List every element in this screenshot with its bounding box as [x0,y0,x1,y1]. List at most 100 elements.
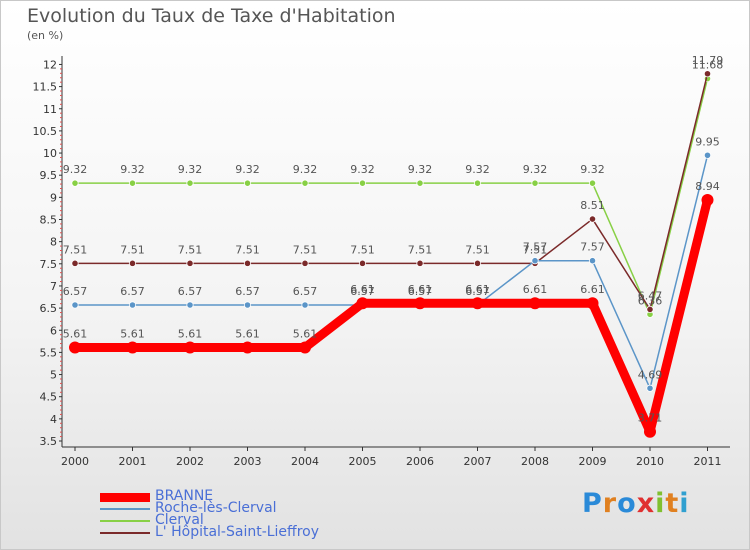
x-tick-label: 2006 [406,455,434,468]
data-label: 5.61 [63,328,88,341]
data-label: 9.32 [178,163,203,176]
data-label: 5.61 [235,328,260,341]
y-tick-label: 8 [50,236,57,249]
y-tick-label: 10.5 [33,125,58,138]
data-label: 9.32 [235,163,260,176]
data-point [71,179,79,187]
data-label: 6.57 [235,285,260,298]
y-tick-label: 8.5 [40,214,58,227]
data-label: 5.61 [120,328,145,341]
data-label: 7.57 [580,241,605,254]
data-label: 7.51 [293,243,318,256]
data-point [71,259,79,267]
data-label: 7.51 [350,243,375,256]
y-tick-label: 4.5 [40,391,58,404]
data-label: 5.61 [178,328,203,341]
x-tick-label: 2000 [61,455,89,468]
data-point [69,341,81,354]
legend-label: Roche-lès-Clerval [155,500,277,516]
x-tick-label: 2001 [119,455,147,468]
data-label: 6.57 [178,285,203,298]
data-label: 11.68 [692,59,724,72]
data-label: 4.69 [638,368,663,381]
data-label: 9.32 [523,163,548,176]
chart-title: Evolution du Taux de Taxe d'Habitation [27,5,396,27]
data-label: 6.57 [63,285,88,298]
y-tick-label: 5.5 [40,346,58,359]
x-tick-label: 2007 [464,455,492,468]
data-point [186,259,194,267]
data-point [299,341,311,354]
data-point [473,259,482,267]
data-point [301,259,309,267]
legend-item: Roche-lès-Clerval [100,500,420,518]
data-label: 6.61 [523,283,548,296]
data-label: 9.32 [465,163,490,176]
x-tick-label: 2010 [636,455,664,468]
y-axis-label: (en %) [27,29,64,42]
logo-letter: o [617,488,637,519]
proxiti-logo: Proxiti [582,488,690,519]
data-point [588,257,597,265]
data-point [71,301,79,309]
data-label: 6.61 [350,283,375,296]
data-point [358,179,367,187]
data-point [186,179,194,187]
series-line-2 [74,77,709,316]
data-point [471,297,484,310]
data-point [243,259,252,267]
data-label: 7.51 [235,243,260,256]
legend-swatch [100,492,150,502]
y-tick-label: 6.5 [40,302,58,315]
data-label: 6.57 [293,285,318,298]
x-tick-label: 2009 [579,455,607,468]
data-point [646,305,654,314]
y-tick-label: 3.5 [40,435,58,448]
data-point [703,151,712,159]
data-point [241,341,254,354]
logo-letter: r [602,488,618,519]
data-point [473,179,482,187]
series-line-3 [74,73,709,311]
data-point [416,259,424,267]
logo-letter: t [665,488,680,519]
logo-letter: P [582,488,603,519]
data-label: 9.95 [695,135,720,148]
data-label: 7.51 [523,243,548,256]
data-point [703,70,712,78]
data-point [529,297,541,310]
data-label: 11.79 [692,54,724,67]
logo-letter: i [655,488,666,519]
data-point [416,179,424,187]
y-tick-label: 12 [43,58,57,71]
data-point [126,341,139,354]
data-point [356,297,369,310]
x-tick-label: 2008 [521,455,549,468]
data-label: 8.51 [580,199,605,212]
data-point [358,259,367,267]
data-label: 6.61 [580,283,605,296]
data-label: 6.57 [465,285,490,298]
data-point [644,425,656,438]
legend-item: Clerval [100,512,420,530]
data-label: 9.32 [120,163,145,176]
data-label: 8.94 [695,180,720,193]
legend-item: BRANNE [100,488,420,506]
y-tick-label: 5 [50,369,57,382]
data-point [301,301,309,309]
data-label: 6.57 [120,285,145,298]
y-tick-label: 4 [50,413,57,426]
data-label: 7.51 [178,243,203,256]
x-tick-label: 2003 [234,455,262,468]
data-point [128,259,137,267]
data-label: 3.71 [638,412,663,425]
legend-label: L' Hôpital-Saint-Lieffroy [155,524,319,540]
data-label: 6.47 [638,289,663,302]
data-label: 6.57 [350,285,375,298]
data-label: 6.36 [638,294,663,307]
legend-label: Clerval [155,512,204,528]
y-tick-label: 9.5 [40,169,58,182]
data-label: 7.51 [63,243,88,256]
data-point [186,301,194,309]
